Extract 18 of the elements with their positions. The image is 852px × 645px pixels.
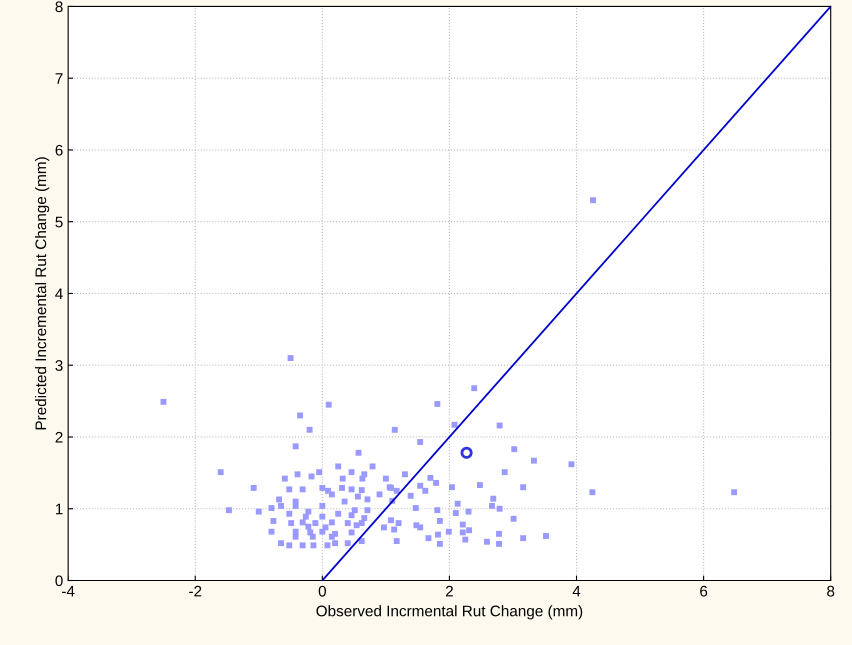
x-axis-title: Observed Incrmental Rut Change (mm) bbox=[316, 605, 582, 620]
y-axis-title: Predicted Incremental Rut Change (mm) bbox=[35, 157, 50, 430]
x-tick-label: 2 bbox=[446, 586, 453, 596]
y-tick-label: 6 bbox=[56, 144, 63, 156]
y-tick-label: 3 bbox=[55, 360, 63, 371]
y-tick-label: 1 bbox=[56, 504, 63, 514]
y-tick-label: 7 bbox=[56, 73, 63, 84]
y-tick-label: 0 bbox=[55, 575, 63, 586]
x-tick-label: -4 bbox=[62, 586, 75, 596]
x-tick-label: 4 bbox=[572, 586, 580, 596]
x-tick-label: -2 bbox=[189, 586, 202, 596]
y-tick-label: 4 bbox=[55, 288, 63, 300]
x-tick-label: 8 bbox=[827, 586, 834, 597]
y-tick-label: 8 bbox=[55, 1, 63, 12]
y-tick-label: 2 bbox=[56, 432, 63, 443]
y-tick-label: 5 bbox=[55, 216, 63, 228]
x-tick-label: 0 bbox=[318, 586, 326, 597]
x-tick-label: 6 bbox=[700, 586, 708, 597]
